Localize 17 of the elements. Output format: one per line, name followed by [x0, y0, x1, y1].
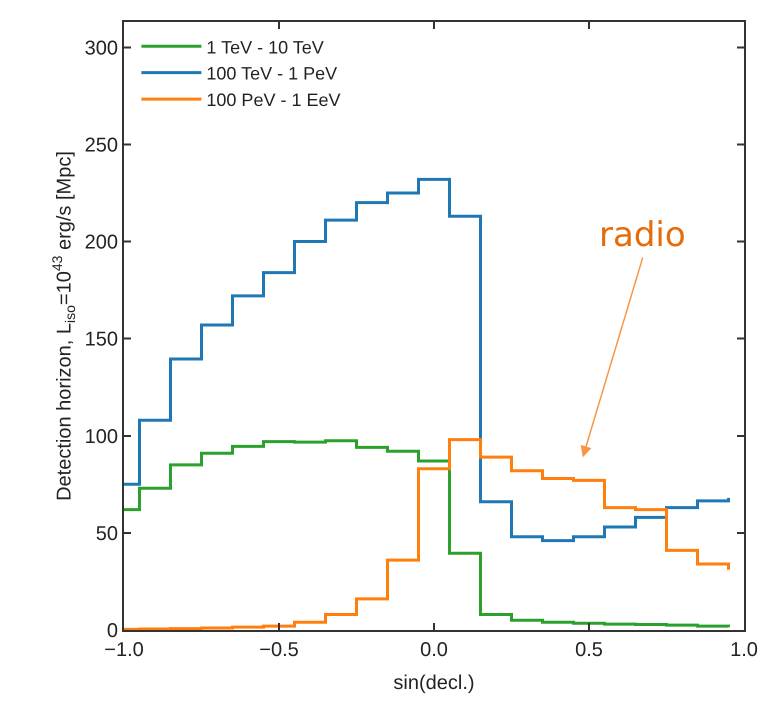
y-tick-label: 300 [84, 37, 118, 60]
legend-label: 1 TeV - 10 TeV [206, 37, 324, 58]
y-tick-label: 100 [84, 426, 118, 448]
y-tick-label: 50 [96, 522, 118, 545]
x-tick-label: 0.5 [575, 639, 603, 661]
legend-label: 100 TeV - 1 PeV [206, 64, 338, 84]
y-tick-label: 250 [84, 134, 118, 156]
x-tick-label: −1.0 [104, 639, 144, 661]
annotation: radio [599, 215, 686, 255]
y-tick-label: 150 [84, 328, 118, 351]
x-axis-title: sin(decl.) [393, 672, 475, 694]
legend-label: 100 PeV - 1 EeV [206, 90, 340, 110]
y-tick-label: 200 [84, 232, 118, 254]
y-tick-label: 0 [106, 620, 118, 642]
x-tick-label: −0.5 [259, 639, 299, 661]
x-tick-label: 1.0 [730, 639, 758, 661]
x-tick-label: 0.0 [420, 639, 448, 661]
